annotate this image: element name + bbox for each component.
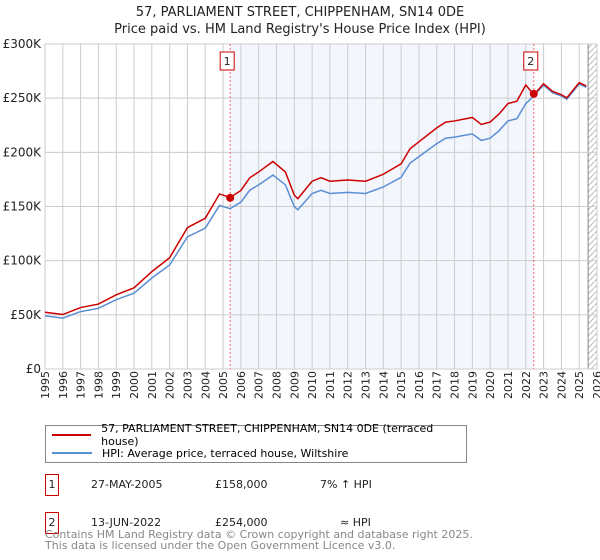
chart-title: 57, PARLIAMENT STREET, CHIPPENHAM, SN14 … [135,5,465,20]
x-tick-label: 2016 [413,371,426,399]
x-tick-label: 2026 [591,371,600,399]
x-tick-label: 2015 [395,371,408,399]
legend: 57, PARLIAMENT STREET, CHIPPENHAM, SN14 … [45,422,467,463]
x-tick-label: 2017 [431,371,444,399]
x-tick-label: 2021 [502,371,515,399]
sale-date: 27-MAY-2005 [91,478,163,491]
y-tick-label: £50K [10,308,42,322]
sale-hpi-compare: 7% ↑ HPI [320,478,372,491]
legend-item-hpi: HPI: Average price, terraced house, Wilt… [52,444,348,462]
x-tick-label: 2020 [484,371,497,399]
legend-label: 57, PARLIAMENT STREET, CHIPPENHAM, SN14 … [101,422,434,448]
legend-item-property: 57, PARLIAMENT STREET, CHIPPENHAM, SN14 … [52,422,466,448]
x-tick-label: 2007 [253,371,266,399]
x-tick-label: 2002 [164,371,177,399]
sale-point [529,89,538,98]
sale-label: 2 [527,55,534,68]
x-tick-label: 2019 [466,371,479,399]
y-tick-label: £0 [26,362,41,376]
sale-label-box [523,51,539,71]
y-tick-label: £100K [3,254,43,268]
x-tick-label: 2008 [270,371,283,399]
sale-date: 13-JUN-2022 [91,516,162,529]
x-tick-label: 2011 [324,371,337,399]
x-tick-label: 1999 [110,371,123,399]
x-tick-label: 1998 [92,371,105,399]
x-tick-label: 2010 [306,371,319,399]
x-tick-label: 2003 [181,371,194,399]
sale-label: 1 [224,55,231,68]
footer: Contains HM Land Registry data © Crown c… [45,529,473,551]
property-line [44,81,587,316]
sale-marker-badge: 2 [45,512,59,534]
sale-price: £158,000 [215,478,268,491]
x-tick-label: 1997 [75,371,88,399]
x-tick-label: 2018 [449,371,462,399]
y-tick-label: £250K [3,91,43,105]
x-tick-label: 2006 [235,371,248,399]
sale-hpi-compare: ≈ HPI [340,516,371,529]
x-tick-label: 2004 [199,371,212,399]
x-tick-label: 2001 [146,371,159,399]
y-tick-label: £150K [3,200,43,214]
x-tick-label: 2009 [288,371,301,399]
x-tick-label: 2023 [538,371,551,399]
legend-label: HPI: Average price, terraced house, Wilt… [102,446,349,460]
chart-subtitle: Price paid vs. HM Land Registry's House … [114,22,486,37]
sale-marker-badge: 1 [45,474,59,496]
hpi-line [44,83,587,319]
x-tick-label: 2012 [342,371,355,399]
sale-point [226,193,235,202]
x-tick-label: 2014 [377,371,390,399]
sale-label-box [219,51,235,71]
x-tick-label: 2013 [360,371,373,399]
legend-red-line [52,434,92,436]
y-tick-label: £200K [3,145,43,159]
x-tick-label: 1995 [39,371,52,399]
x-tick-label: 2024 [555,371,568,399]
y-tick-label: £300K [3,37,43,51]
footer-line1: Contains HM Land Registry data © Crown c… [45,528,473,541]
plot-area: 1995 1996 1997 1998 1999 2000 2001 2002 2003 2004… [3,37,600,399]
legend-blue-line [52,452,92,454]
x-tick-label: 2000 [128,371,141,399]
sale-price: £254,000 [215,516,268,529]
footer-line2: This data is licensed under the Open Gov… [45,539,396,552]
x-tick-label: 2025 [573,371,586,399]
x-tick-label: 2005 [217,371,230,399]
x-tick-label: 2022 [520,371,533,399]
x-tick-label: 1996 [57,371,70,399]
